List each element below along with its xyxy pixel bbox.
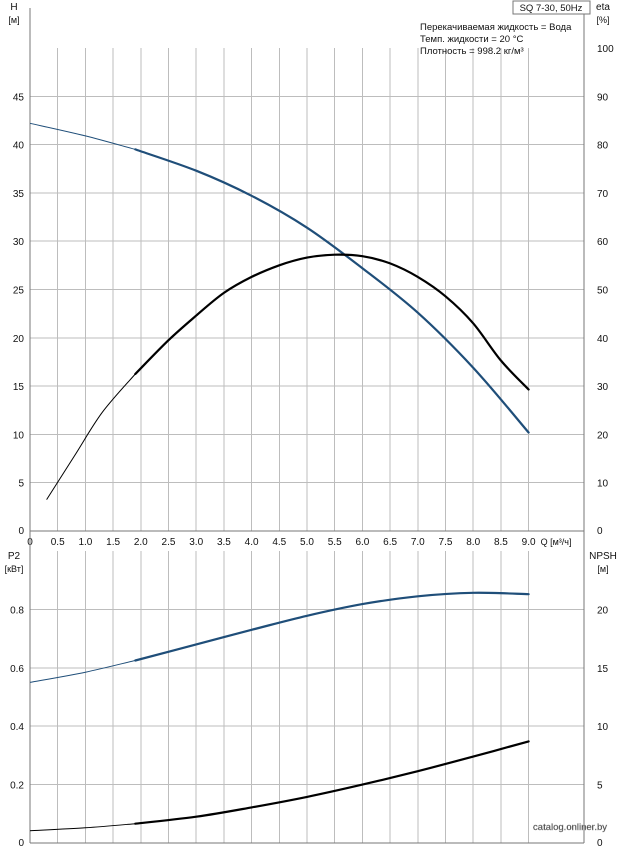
y-right-tick-label: 90 [597,92,609,103]
y-left-tick-label: 30 [13,237,25,248]
y-right-tick-label: 70 [597,189,609,200]
y-left-tick-label: 20 [13,334,25,345]
y-right-tick-label: 20 [597,605,609,616]
series-NPSH-line-thin [30,824,135,831]
series-H-line-thin [30,123,135,149]
y-left-tick-label: 5 [18,479,24,490]
chart-title: SQ 7-30, 50Hz [520,3,583,14]
x-tick-label: 1.0 [78,537,92,548]
y-right-tick-label: 100 [597,44,614,55]
x-tick-label: 5.0 [300,537,314,548]
y-left-axis-unit: [м] [8,15,19,25]
y-right-tick-label: 0 [597,526,603,537]
y-left-tick-label: 40 [13,141,25,152]
y-left-tick-label: 0 [18,526,24,537]
x-tick-label: 7.5 [439,537,453,548]
x-tick-label: 5.5 [328,537,342,548]
x-tick-label: 8.0 [466,537,480,548]
y-right-axis-label: eta [596,2,610,13]
y-left-tick-label: 0.2 [10,781,24,792]
x-tick-label: 4.5 [272,537,286,548]
series-eta-line [135,255,528,390]
y-right-tick-label: 0 [597,838,603,849]
y-right-tick-label: 10 [597,479,609,490]
x-tick-label: 1.5 [106,537,120,548]
x-tick-label: 2.5 [162,537,176,548]
info-line: Перекачиваемая жидкость = Вода [420,22,572,33]
y-left-axis-label: H [10,2,17,13]
y-right-axis-label: NPSH [589,551,617,562]
x-tick-label: 6.5 [383,537,397,548]
y-right-tick-label: 20 [597,430,609,441]
y-left-tick-label: 25 [13,286,25,297]
x-tick-label: 3.0 [189,537,203,548]
y-left-tick-label: 45 [13,92,25,103]
series-eta-line-thin [47,374,136,500]
y-left-tick-label: 0 [18,838,24,849]
series-P2-line-thin [30,661,135,683]
series-H-line [135,149,528,432]
y-right-tick-label: 40 [597,334,609,345]
series-NPSH-line [135,741,528,823]
y-right-tick-label: 60 [597,237,609,248]
x-axis-label: Q [м³/ч] [541,537,572,547]
y-left-axis-label: P2 [8,551,21,562]
info-line: Плотность = 998.2 кг/м³ [420,46,524,57]
x-tick-label: 6.0 [355,537,369,548]
y-right-tick-label: 30 [597,382,609,393]
x-tick-label: 7.0 [411,537,425,548]
y-right-axis-unit: [%] [596,15,609,25]
y-right-tick-label: 50 [597,286,609,297]
x-tick-label: 9.0 [522,537,536,548]
y-left-tick-label: 0.4 [10,722,24,733]
y-right-tick-label: 15 [597,664,609,675]
y-left-tick-label: 10 [13,430,25,441]
y-right-tick-label: 10 [597,722,609,733]
x-tick-label: 3.5 [217,537,231,548]
y-left-tick-label: 0.8 [10,605,24,616]
y-left-tick-label: 15 [13,382,25,393]
y-left-axis-unit: [кВт] [5,564,24,574]
y-left-tick-label: 0.6 [10,664,24,675]
watermark: catalog.onliner.by [533,822,607,833]
x-tick-label: 8.5 [494,537,508,548]
y-left-tick-label: 35 [13,189,25,200]
y-right-axis-unit: [м] [597,564,608,574]
x-tick-label: 2.0 [134,537,148,548]
x-tick-label: 4.0 [245,537,259,548]
info-line: Темп. жидкости = 20 °C [420,34,523,45]
series-P2-line [135,593,528,661]
y-right-tick-label: 80 [597,141,609,152]
x-tick-label: 0.5 [51,537,65,548]
y-right-tick-label: 5 [597,781,603,792]
